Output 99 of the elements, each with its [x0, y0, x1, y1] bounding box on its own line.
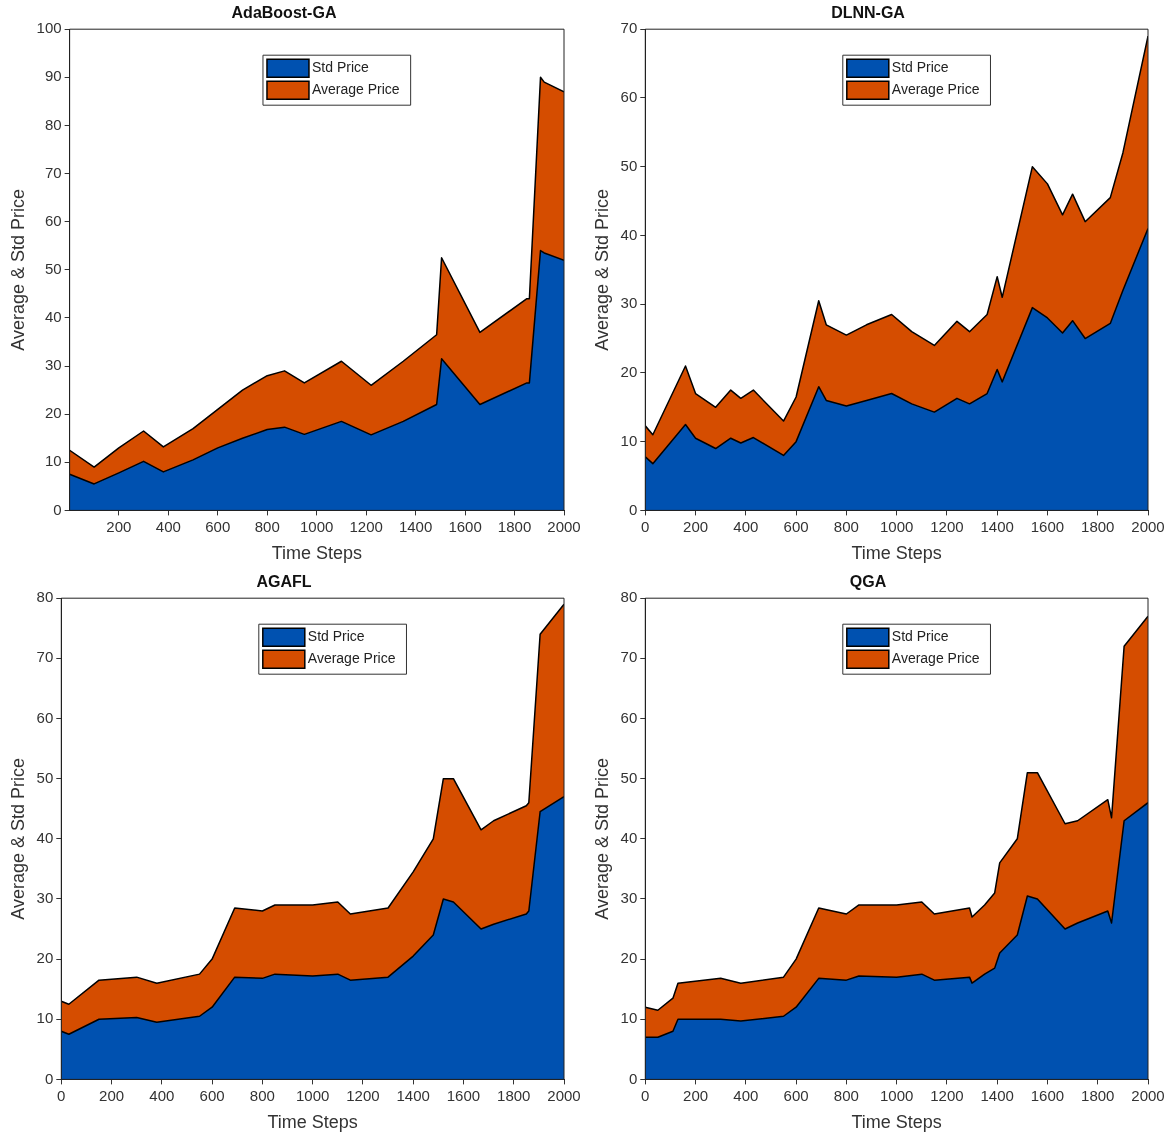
y-tick-label: 40: [44, 308, 62, 326]
y-tick-label: 0: [628, 1069, 638, 1087]
y-tick-label: 10: [44, 452, 62, 470]
x-tick-label: 1800: [1081, 517, 1115, 535]
y-tick-label: 10: [620, 431, 638, 449]
y-axis-title: Average & Std Price: [7, 188, 28, 351]
x-tick-label: 600: [783, 517, 809, 535]
x-tick-label: 400: [733, 1086, 759, 1104]
y-tick-label: 60: [620, 88, 638, 106]
x-tick-label: 1000: [295, 1086, 330, 1104]
x-tick-label: 1600: [448, 517, 482, 535]
chart-title: AdaBoost-GA: [231, 4, 337, 22]
legend-label: Average Price: [891, 650, 980, 667]
y-tick-label: 70: [620, 19, 638, 37]
x-tick-label: 2000: [1131, 517, 1165, 535]
legend-label: Average Price: [307, 650, 396, 667]
x-tick-label: 800: [833, 517, 859, 535]
x-axis-title: Time Steps: [851, 1112, 942, 1133]
x-tick-label: 1200: [346, 1086, 380, 1104]
y-tick-label: 50: [44, 259, 62, 277]
chart-title: AGAFL: [256, 573, 312, 591]
x-tick-label: 400: [155, 517, 181, 535]
y-tick-label: 50: [620, 768, 638, 786]
x-tick-label: 1400: [980, 1086, 1014, 1104]
chart-title: QGA: [849, 573, 887, 591]
x-tick-label: 1000: [300, 517, 334, 535]
x-tick-label: 1400: [396, 1086, 430, 1104]
y-tick-label: 20: [44, 404, 62, 422]
legend-label: Std Price: [891, 628, 949, 645]
x-tick-label: 1800: [497, 1086, 531, 1104]
x-tick-label: 2000: [1131, 1086, 1165, 1104]
y-tick-label: 30: [620, 889, 638, 907]
x-tick-label: 800: [254, 517, 280, 535]
y-tick-label: 50: [36, 768, 54, 786]
y-tick-label: 90: [44, 67, 62, 85]
x-tick-label: 1200: [930, 517, 964, 535]
x-tick-label: 1600: [1030, 517, 1065, 535]
x-tick-label: 600: [199, 1086, 225, 1104]
y-tick-label: 20: [36, 949, 54, 967]
y-tick-label: 80: [620, 588, 638, 606]
x-tick-label: 1400: [980, 517, 1014, 535]
y-tick-label: 60: [44, 211, 62, 229]
x-tick-label: 1000: [879, 517, 914, 535]
y-tick-label: 60: [620, 708, 638, 726]
x-tick-label: 200: [106, 517, 132, 535]
y-tick-label: 30: [620, 294, 638, 312]
x-tick-label: 400: [733, 517, 759, 535]
x-tick-label: 200: [99, 1086, 125, 1104]
legend-label: Std Price: [891, 59, 949, 76]
y-tick-label: 100: [36, 19, 62, 37]
x-tick-label: 600: [783, 1086, 809, 1104]
legend-label: Average Price: [891, 81, 980, 98]
x-tick-label: 800: [249, 1086, 275, 1104]
y-axis-title: Average & Std Price: [591, 757, 612, 920]
x-tick-label: 200: [683, 517, 709, 535]
y-axis-title: Average & Std Price: [7, 757, 28, 920]
legend-label: Average Price: [311, 81, 400, 98]
x-tick-label: 800: [833, 1086, 859, 1104]
x-tick-label: 1200: [349, 517, 383, 535]
y-tick-label: 40: [620, 225, 638, 243]
x-tick-label: 400: [149, 1086, 175, 1104]
legend-label: Std Price: [307, 628, 365, 645]
x-tick-label: 200: [683, 1086, 709, 1104]
y-tick-label: 10: [36, 1009, 54, 1027]
x-tick-label: 600: [205, 517, 231, 535]
y-tick-label: 0: [44, 1069, 54, 1087]
y-tick-label: 0: [628, 500, 638, 518]
y-tick-label: 70: [36, 648, 54, 666]
y-tick-label: 80: [44, 115, 62, 133]
y-tick-label: 30: [44, 356, 62, 374]
x-tick-label: 0: [641, 517, 650, 535]
chart-title: DLNN-GA: [831, 4, 906, 22]
y-tick-label: 10: [620, 1009, 638, 1027]
x-tick-label: 1200: [930, 1086, 964, 1104]
x-tick-label: 1600: [446, 1086, 481, 1104]
x-tick-label: 1600: [1030, 1086, 1065, 1104]
x-tick-label: 1800: [497, 517, 532, 535]
x-tick-label: 1000: [879, 1086, 914, 1104]
x-axis-title: Time Steps: [267, 1112, 358, 1133]
y-tick-label: 30: [36, 889, 54, 907]
y-tick-label: 70: [620, 648, 638, 666]
y-tick-label: 20: [620, 949, 638, 967]
x-tick-label: 2000: [547, 1086, 581, 1104]
x-tick-label: 0: [641, 1086, 650, 1104]
y-tick-label: 60: [36, 708, 54, 726]
x-axis-title: Time Steps: [851, 543, 942, 564]
legend-label: Std Price: [311, 59, 369, 76]
y-axis-title: Average & Std Price: [591, 188, 612, 351]
x-axis-title: Time Steps: [271, 543, 362, 564]
y-tick-label: 50: [620, 156, 638, 174]
y-tick-label: 70: [44, 163, 62, 181]
x-tick-label: 1400: [398, 517, 433, 535]
y-tick-label: 20: [620, 363, 638, 381]
y-tick-label: 40: [620, 828, 638, 846]
x-tick-label: 2000: [547, 517, 581, 535]
y-tick-label: 80: [36, 588, 54, 606]
y-tick-label: 0: [53, 500, 62, 518]
y-tick-label: 40: [36, 828, 54, 846]
x-tick-label: 1800: [1081, 1086, 1115, 1104]
